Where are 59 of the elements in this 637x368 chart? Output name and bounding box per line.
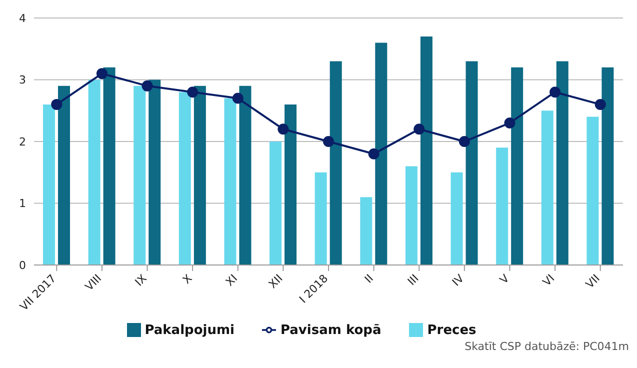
y-tick-label: 3 [19,74,26,87]
y-tick-label: 1 [19,197,26,210]
bar [239,86,252,265]
point [142,80,153,92]
x-tick-label: X [180,272,196,286]
legend-label: Preces [427,323,476,338]
bar [88,80,100,265]
bar [420,36,432,265]
bar [450,172,463,265]
point [96,68,108,80]
bar [496,148,508,265]
bar [330,61,342,265]
bar [556,61,568,265]
x-tick-label: XI [223,272,240,289]
bar [360,197,372,265]
point [458,136,470,147]
point [187,86,198,98]
x-tick-label: VIII [82,272,104,294]
bar [148,80,161,265]
x-tick-label: IV [450,272,467,289]
point [550,86,561,98]
point [51,98,62,110]
bar [178,92,191,265]
y-tick-label: 2 [19,135,26,148]
y-tick-label: 0 [19,258,26,272]
bar [224,98,236,265]
bar [270,142,282,265]
point [594,98,606,110]
point [368,148,380,160]
bar [103,67,116,265]
point [323,136,334,147]
bar [511,67,524,265]
bar [314,172,327,265]
x-tick-label: V [497,272,512,286]
x-tick-label: II [362,272,376,286]
bar [58,86,70,265]
text: Skatīt CSP datubāzē: PC041m [464,340,629,353]
x-tick-label: IX [132,272,150,289]
bar [194,86,206,265]
point [504,117,516,128]
point [278,124,289,135]
x-tick-label: XII [266,272,286,292]
x-tick-label: III [405,272,422,288]
bar [466,61,478,265]
bar [541,110,554,265]
bar [375,42,388,265]
y-tick-label: 4 [19,12,26,25]
bar [284,104,297,265]
point [414,124,425,135]
x-tick-label: VI [540,272,558,289]
x-tick-label: VII [583,272,602,292]
legend-label: Pakalpojumi [144,323,234,338]
point [232,92,244,104]
bar [405,166,418,265]
bar [586,116,599,265]
bar [43,104,55,265]
bar [134,86,146,265]
bar [602,67,614,265]
legend-label: Pavisam kopā [280,323,382,338]
